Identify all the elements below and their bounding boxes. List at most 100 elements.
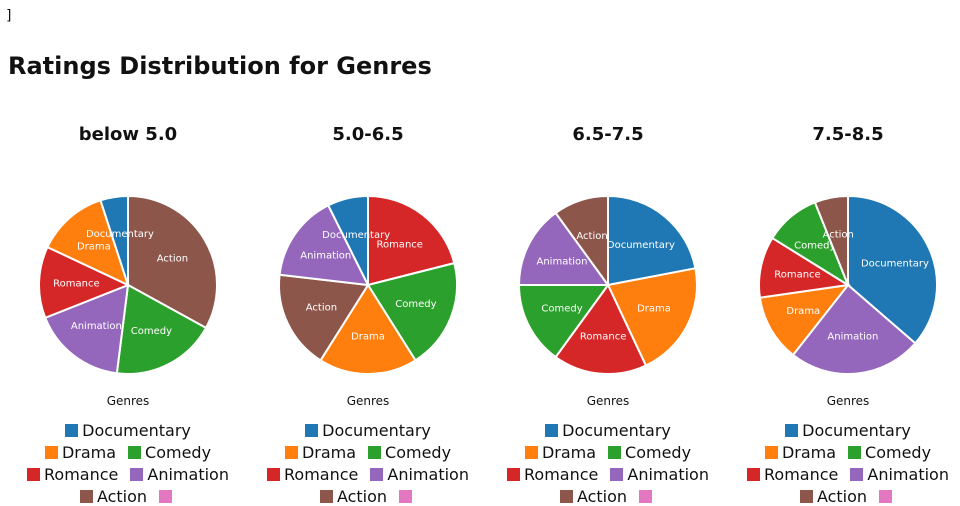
- legend-item-documentary[interactable]: Documentary: [785, 420, 911, 440]
- legend-swatch: [747, 467, 761, 481]
- legend-item-blank[interactable]: [639, 486, 656, 506]
- pie-label-documentary: Documentary: [861, 259, 929, 270]
- legend: Documentary Drama Comedy Romance Animation Ac…: [738, 420, 958, 506]
- legend: Documentary Drama Comedy Romance Animation Ac…: [498, 420, 718, 506]
- legend-swatch: [370, 467, 384, 481]
- pie-label-drama: Drama: [786, 306, 820, 317]
- legend-swatch: [610, 467, 624, 481]
- legend-swatch: [524, 445, 538, 459]
- pie-slice-action: [127, 194, 218, 330]
- legend: Documentary Drama Comedy Romance Animation Ac…: [258, 420, 478, 506]
- pie-label-drama: Drama: [351, 332, 385, 343]
- legend-label: Animation: [867, 464, 949, 484]
- legend-item-blank[interactable]: [399, 486, 416, 506]
- legend-item-action[interactable]: Action: [559, 486, 628, 506]
- legend-swatch: [319, 489, 333, 503]
- legend-label: Drama: [301, 442, 357, 462]
- legend-item-romance[interactable]: Romance: [27, 464, 118, 484]
- legend-swatch: [368, 445, 382, 459]
- legend-item-comedy[interactable]: Comedy: [848, 442, 931, 462]
- legend-swatch: [128, 445, 142, 459]
- legend-item-comedy[interactable]: Comedy: [368, 442, 451, 462]
- legend-swatch: [267, 467, 281, 481]
- pie-label-animation: Animation: [300, 250, 351, 261]
- chart-title: Ratings Distribution for Genres: [8, 52, 432, 80]
- legend-swatch: [764, 445, 778, 459]
- pie-label-animation: Animation: [71, 321, 122, 332]
- pie-label-action: Action: [157, 254, 188, 265]
- legend-label: Documentary: [562, 420, 671, 440]
- legend-item-drama[interactable]: Drama: [284, 442, 357, 462]
- legend-swatch: [284, 445, 298, 459]
- legend-swatch: [559, 489, 573, 503]
- legend-swatch: [305, 423, 319, 437]
- legend-item-animation[interactable]: Animation: [130, 464, 229, 484]
- legend-item-documentary[interactable]: Documentary: [65, 420, 191, 440]
- pie-panel-6.5-7.5: 6.5-7.5 Documentary Drama Romance Comedy Ani…: [498, 118, 718, 506]
- legend-item-action[interactable]: Action: [319, 486, 388, 506]
- pie-chart: Documentary Drama Romance Comedy Animation Ac…: [517, 194, 698, 375]
- pie-slice-documentary: [847, 194, 938, 345]
- legend-label: Action: [576, 486, 628, 506]
- legend-label: Animation: [147, 464, 229, 484]
- legend-label: Action: [336, 486, 388, 506]
- legend-swatch: [799, 489, 813, 503]
- legend-item-action[interactable]: Action: [79, 486, 148, 506]
- pie-label-romance: Romance: [376, 239, 422, 250]
- pie-label-documentary: Documentary: [322, 230, 390, 241]
- pie-panel-7.5-8.5: 7.5-8.5 Documentary Animation Drama Romance…: [738, 118, 958, 506]
- pie-slice-comedy: [517, 284, 610, 359]
- legend-item-drama[interactable]: Drama: [764, 442, 837, 462]
- pie-slice-action: [278, 273, 370, 362]
- legend-swatch: [65, 423, 79, 437]
- legend-item-drama[interactable]: Drama: [524, 442, 596, 462]
- legend-swatch: [507, 467, 521, 481]
- legend-label: Action: [816, 486, 868, 506]
- pie-chart: Romance Comedy Drama Action Animation Documen…: [278, 194, 458, 375]
- legend-label: Comedy: [625, 442, 692, 462]
- legend-item-action[interactable]: Action: [799, 486, 868, 506]
- legend-label: Romance: [764, 464, 839, 484]
- pie-slice-comedy: [115, 283, 208, 375]
- legend-item-animation[interactable]: Animation: [370, 464, 469, 484]
- legend-swatch: [79, 489, 93, 503]
- legend-label: Comedy: [865, 442, 932, 462]
- pie-slice-romance: [554, 283, 648, 375]
- pie-slice-action: [554, 194, 609, 289]
- legend-label: Animation: [627, 464, 709, 484]
- panel-xlabel: Genres: [346, 394, 390, 408]
- pie-slice-drama: [319, 283, 417, 375]
- pie-slice-animation: [517, 211, 610, 286]
- pie-label-documentary: Documentary: [86, 229, 154, 240]
- legend-item-comedy[interactable]: Comedy: [608, 442, 691, 462]
- pie-label-action: Action: [306, 302, 337, 313]
- legend-item-animation[interactable]: Animation: [610, 464, 709, 484]
- legend-item-romance[interactable]: Romance: [747, 464, 838, 484]
- panel-xlabel: Genres: [586, 394, 630, 408]
- legend-label: Comedy: [145, 442, 212, 462]
- pie-label-romance: Romance: [774, 269, 820, 280]
- legend-item-documentary[interactable]: Documentary: [305, 420, 431, 440]
- pie-label-romance: Romance: [53, 278, 99, 289]
- legend-label: Action: [96, 486, 148, 506]
- legend-item-romance[interactable]: Romance: [267, 464, 358, 484]
- legend-label: Documentary: [82, 420, 191, 440]
- legend-swatch: [399, 489, 413, 503]
- pie-slice-documentary: [99, 194, 129, 286]
- legend-item-romance[interactable]: Romance: [507, 464, 598, 484]
- pie-panel-5-6.5: 5.0-6.5 Romance Comedy Drama Action Animatio…: [258, 118, 478, 506]
- legend-item-documentary[interactable]: Documentary: [545, 420, 671, 440]
- pie-chart: Action Comedy Animation Romance DramaDocumen…: [38, 194, 218, 375]
- pie-slice-romance: [38, 245, 131, 320]
- legend-item-drama[interactable]: Drama: [44, 442, 116, 462]
- pie-slice-animation: [278, 204, 370, 287]
- pie-label-comedy: Comedy: [395, 299, 436, 310]
- panel-title: 6.5-7.5: [572, 124, 644, 145]
- legend-item-comedy[interactable]: Comedy: [128, 442, 211, 462]
- legend-label: Drama: [781, 442, 837, 462]
- legend-swatch: [639, 489, 653, 503]
- legend-item-blank[interactable]: [159, 486, 176, 506]
- legend-item-animation[interactable]: Animation: [850, 464, 949, 484]
- legend-item-blank[interactable]: [879, 486, 896, 506]
- legend-label: Documentary: [322, 420, 431, 440]
